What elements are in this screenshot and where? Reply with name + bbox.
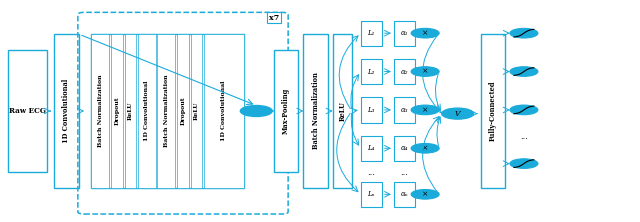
Circle shape [411,105,439,115]
FancyBboxPatch shape [394,21,415,46]
FancyBboxPatch shape [157,34,175,188]
Text: αₙ: αₙ [401,190,408,198]
FancyBboxPatch shape [394,97,415,123]
Circle shape [411,143,439,153]
Text: ×: × [422,67,428,75]
Circle shape [442,108,474,119]
FancyBboxPatch shape [361,136,382,161]
Text: α₄: α₄ [401,144,408,152]
Text: L₂: L₂ [367,67,375,75]
FancyBboxPatch shape [111,34,124,188]
Text: ×: × [422,106,428,114]
Circle shape [411,67,439,76]
FancyBboxPatch shape [177,34,189,188]
Circle shape [510,67,538,76]
FancyBboxPatch shape [394,136,415,161]
FancyBboxPatch shape [361,182,382,207]
Text: α₂: α₂ [401,67,408,75]
FancyBboxPatch shape [361,21,382,46]
Text: L₄: L₄ [367,144,375,152]
Text: ×: × [422,190,428,198]
FancyBboxPatch shape [138,34,156,188]
Text: L₃: L₃ [367,106,375,114]
Text: Fully-Connected: Fully-Connected [489,81,497,141]
FancyBboxPatch shape [303,34,328,188]
Text: L₁: L₁ [367,29,375,37]
FancyBboxPatch shape [361,97,382,123]
Circle shape [411,28,439,38]
Text: ×: × [422,144,428,152]
Text: 1D Convolutional: 1D Convolutional [145,81,149,141]
Text: ReLU: ReLU [128,102,133,120]
Text: ×: × [422,29,428,37]
Circle shape [510,159,538,168]
Text: Max-Pooling: Max-Pooling [282,88,290,134]
FancyBboxPatch shape [125,34,136,188]
FancyBboxPatch shape [333,34,352,188]
Text: ...: ... [520,133,528,141]
Circle shape [510,105,538,115]
Text: x7: x7 [269,14,279,22]
Circle shape [411,190,439,199]
FancyBboxPatch shape [274,50,298,172]
Text: 1D Convolutional: 1D Convolutional [62,79,70,143]
Text: Raw ECG: Raw ECG [9,107,46,115]
Text: Batch Normalization: Batch Normalization [164,75,169,147]
Text: 1D Convolutional: 1D Convolutional [221,81,226,141]
FancyBboxPatch shape [191,34,202,188]
FancyBboxPatch shape [92,34,109,188]
Circle shape [510,28,538,38]
Circle shape [241,105,272,117]
Text: ReLU: ReLU [339,101,346,121]
Text: Lₙ: Lₙ [367,190,375,198]
Text: α₃: α₃ [401,106,408,114]
Text: α₁: α₁ [401,29,408,37]
Text: Dropout: Dropout [115,97,120,125]
FancyBboxPatch shape [481,34,505,188]
Text: Batch Normalization: Batch Normalization [312,73,319,149]
FancyBboxPatch shape [394,59,415,84]
FancyBboxPatch shape [8,50,47,172]
FancyBboxPatch shape [54,34,79,188]
Text: Dropout: Dropout [180,97,186,125]
Text: Batch Normalization: Batch Normalization [98,75,103,147]
Text: ReLU: ReLU [194,102,199,120]
FancyBboxPatch shape [204,34,244,188]
FancyBboxPatch shape [361,59,382,84]
Text: V: V [455,110,460,118]
FancyBboxPatch shape [91,34,244,188]
Text: +: + [252,106,261,116]
FancyBboxPatch shape [394,182,415,207]
Text: ...: ... [401,169,408,177]
Text: ...: ... [367,169,375,177]
